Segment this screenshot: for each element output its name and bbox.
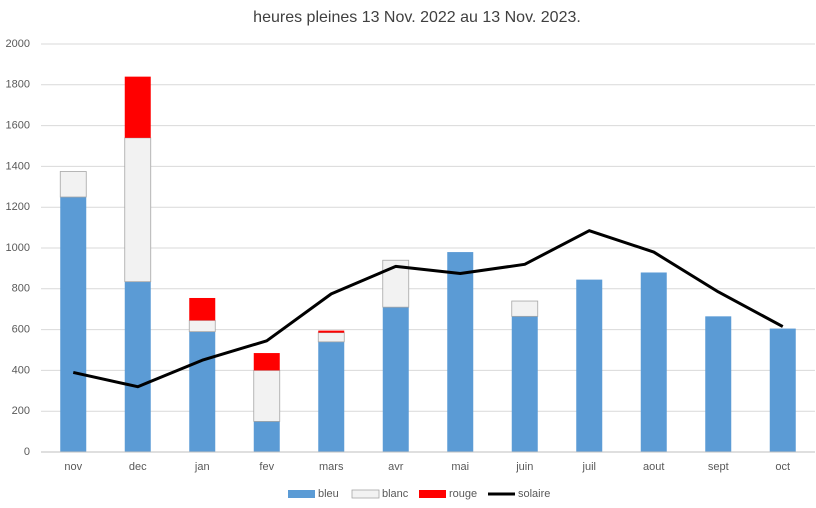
bar-segment	[60, 197, 87, 452]
bar-segment	[124, 76, 151, 138]
bar-segment	[705, 316, 732, 452]
x-tick-label: fev	[259, 461, 274, 473]
x-tick-label: nov	[64, 461, 82, 473]
y-tick-label: 2000	[6, 38, 30, 50]
bar-segment	[318, 341, 345, 452]
x-tick-label: mars	[319, 461, 344, 473]
bar-segment	[59, 171, 87, 198]
legend-swatch	[351, 489, 380, 499]
bar-segment	[188, 320, 216, 333]
y-tick-label: 1600	[6, 120, 30, 132]
bar-segment	[253, 421, 280, 452]
y-tick-label: 1200	[6, 201, 30, 213]
bar-segment	[253, 369, 281, 422]
y-tick-label: 1800	[6, 79, 30, 91]
bar-segment	[124, 137, 152, 283]
bar-segment	[640, 272, 667, 452]
y-tick-label: 800	[12, 283, 30, 295]
x-tick-label: aout	[643, 461, 664, 473]
legend-swatch	[288, 490, 315, 498]
x-tick-label: sept	[708, 461, 729, 473]
y-tick-label: 600	[12, 324, 30, 336]
y-tick-label: 1400	[6, 160, 30, 172]
x-tick-label: avr	[388, 461, 404, 473]
x-tick-label: dec	[129, 461, 147, 473]
x-tick-label: mai	[451, 461, 469, 473]
x-tick-label: juil	[582, 461, 596, 473]
bar-segment	[253, 353, 280, 371]
bar-segment	[447, 252, 474, 452]
bar-segment	[317, 332, 345, 343]
x-tick-label: oct	[775, 461, 790, 473]
legend-label: rouge	[449, 488, 477, 500]
bar-segment	[189, 297, 216, 321]
line-series	[72, 229, 784, 389]
bar-segment	[576, 279, 603, 452]
bar-segment	[511, 300, 539, 317]
bar-segment	[124, 281, 151, 452]
bar-segment	[189, 331, 216, 452]
y-tick-label: 0	[24, 446, 30, 458]
y-tick-label: 1000	[6, 242, 30, 254]
y-tick-label: 400	[12, 364, 30, 376]
bar-segment	[382, 307, 409, 452]
legend-label: blanc	[382, 488, 409, 500]
bar-segment	[769, 328, 796, 452]
bar-segment	[318, 330, 345, 333]
legend-label: bleu	[318, 488, 339, 500]
legend-swatch	[419, 490, 446, 498]
x-tick-label: jan	[194, 461, 210, 473]
chart-title: heures pleines 13 Nov. 2022 au 13 Nov. 2…	[253, 9, 581, 26]
x-tick-label: juin	[515, 461, 533, 473]
legend-label: solaire	[518, 488, 550, 500]
bar-segment	[511, 316, 538, 452]
y-tick-label: 200	[12, 405, 30, 417]
